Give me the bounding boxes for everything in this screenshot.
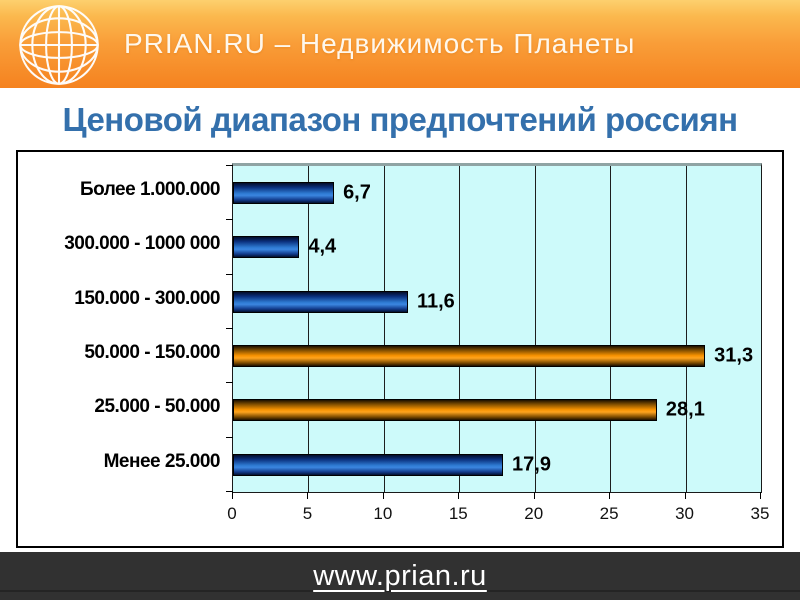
- bar: [233, 182, 335, 205]
- x-tick: [458, 492, 460, 499]
- y-tick: [226, 436, 233, 438]
- gridline: [685, 166, 687, 492]
- value-label: 28,1: [665, 398, 705, 421]
- bar-row: 28,1: [233, 383, 761, 437]
- gridline: [610, 166, 612, 492]
- value-label: 17,9: [512, 453, 551, 476]
- category-label: 150.000 - 300.000: [74, 287, 220, 309]
- value-label: 11,6: [416, 290, 455, 313]
- x-tick: [609, 492, 611, 499]
- gridline: [308, 166, 310, 492]
- globe-icon: [19, 5, 99, 85]
- plot-area: 6,7 4,4 11,6 31,3 28,1 17,9: [232, 163, 762, 493]
- bar-row: 11,6: [233, 275, 761, 329]
- x-tick: [307, 492, 309, 499]
- y-tick: [226, 328, 233, 329]
- y-tick: [226, 165, 233, 166]
- x-tick-label: 0: [227, 504, 237, 523]
- bar-row: 4,4: [233, 220, 761, 274]
- bar-row: 31,3: [233, 329, 761, 383]
- footer-divider: [0, 590, 800, 592]
- category-label: 50.000 - 150.000: [84, 342, 220, 364]
- x-tick-label: 20: [524, 504, 544, 523]
- bar: [233, 290, 408, 313]
- gridline: [459, 166, 461, 492]
- y-tick: [226, 219, 233, 221]
- bar-chart: Более 1.000.000 300.000 - 1000 000 150.000…: [16, 150, 784, 548]
- x-tick: [684, 492, 686, 499]
- bar: [233, 345, 706, 368]
- x-tick-label: 5: [302, 504, 313, 523]
- x-tick: [533, 492, 535, 499]
- page-title: Ценовой диапазон предпочтений россиян: [62, 101, 738, 138]
- y-tick: [226, 273, 233, 275]
- bar-row: 6,7: [233, 166, 761, 220]
- gridline: [383, 166, 385, 492]
- gridline: [534, 166, 536, 492]
- x-tick-label: 35: [750, 504, 770, 523]
- value-label: 6,7: [343, 181, 371, 204]
- x-tick-label: 10: [373, 504, 393, 523]
- category-label: 25.000 - 50.000: [94, 396, 220, 418]
- x-tick: [760, 492, 761, 499]
- category-axis: Более 1.000.000 300.000 - 1000 000 150.000…: [18, 163, 220, 489]
- y-tick: [226, 382, 233, 384]
- value-label: 31,3: [714, 344, 754, 367]
- category-label: 300.000 - 1000 000: [64, 233, 220, 255]
- category-label: Более 1.000.000: [79, 179, 221, 201]
- header-banner: PRIAN.RU – Недвижимость Планеты: [0, 0, 800, 88]
- x-tick: [382, 492, 384, 499]
- value-label: 4,4: [308, 235, 337, 258]
- site-link[interactable]: www.prian.ru: [313, 559, 487, 592]
- x-tick-label: 15: [448, 504, 468, 523]
- brand-title: PRIAN.RU – Недвижимость Планеты: [124, 28, 636, 59]
- category-label: Менее 25.000: [103, 450, 221, 472]
- bar: [233, 236, 300, 259]
- x-tick-label: 25: [599, 504, 619, 523]
- x-tick: [232, 492, 233, 499]
- bar: [233, 399, 657, 422]
- y-tick: [226, 491, 233, 492]
- bar: [233, 453, 504, 476]
- footer-bar: www.prian.ru: [0, 552, 800, 600]
- bar-row: 17,9: [233, 438, 761, 492]
- x-tick-label: 30: [675, 504, 695, 523]
